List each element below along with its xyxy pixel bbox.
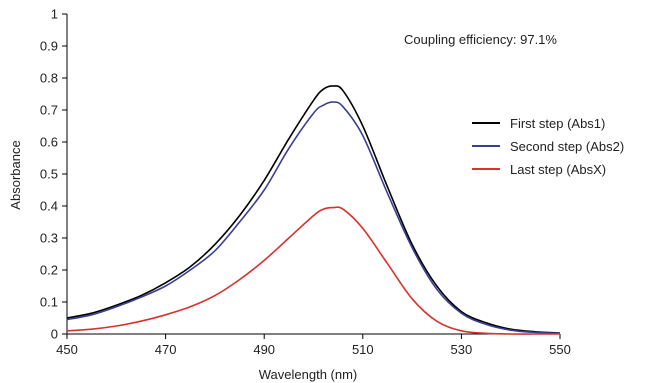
y-axis-ticks: 0 0.1 0.2 0.3 0.4 0.5 0.6 0.7 0.8 0.9 1 xyxy=(40,7,67,342)
x-tick-label: 550 xyxy=(549,342,571,357)
x-tick-label: 510 xyxy=(352,342,374,357)
series-line-second-step xyxy=(66,101,561,335)
x-tick-label: 470 xyxy=(155,342,177,357)
y-tick-label: 1 xyxy=(51,7,58,22)
legend-label-first-step: First step (Abs1) xyxy=(510,116,605,131)
y-tick-label: 0.3 xyxy=(40,231,58,246)
x-tick-label: 490 xyxy=(253,342,275,357)
legend: First step (Abs1) Second step (Abs2) Las… xyxy=(472,116,624,177)
y-tick-label: 0.6 xyxy=(40,135,58,150)
y-tick-label: 0.5 xyxy=(40,167,58,182)
x-axis-title: Wavelength (nm) xyxy=(259,367,358,382)
y-tick-label: 0.1 xyxy=(40,295,58,310)
x-tick-label: 530 xyxy=(451,342,473,357)
legend-label-second-step: Second step (Abs2) xyxy=(510,139,624,154)
x-tick-label: 450 xyxy=(56,342,78,357)
y-tick-label: 0 xyxy=(51,327,58,342)
series-line-last-step xyxy=(66,206,560,335)
x-axis-ticks: 450 470 490 510 530 550 xyxy=(56,334,571,357)
series-lines xyxy=(66,85,561,335)
y-tick-label: 0.4 xyxy=(40,199,58,214)
y-tick-label: 0.2 xyxy=(40,263,58,278)
y-tick-label: 0.8 xyxy=(40,71,58,86)
axes xyxy=(66,14,560,335)
y-tick-label: 0.7 xyxy=(40,103,58,118)
legend-label-last-step: Last step (AbsX) xyxy=(510,162,606,177)
y-axis-title: Absorbance xyxy=(8,140,23,209)
coupling-efficiency-annotation: Coupling efficiency: 97.1% xyxy=(404,32,557,47)
series-line-first-step xyxy=(66,85,561,334)
y-tick-label: 0.9 xyxy=(40,39,58,54)
